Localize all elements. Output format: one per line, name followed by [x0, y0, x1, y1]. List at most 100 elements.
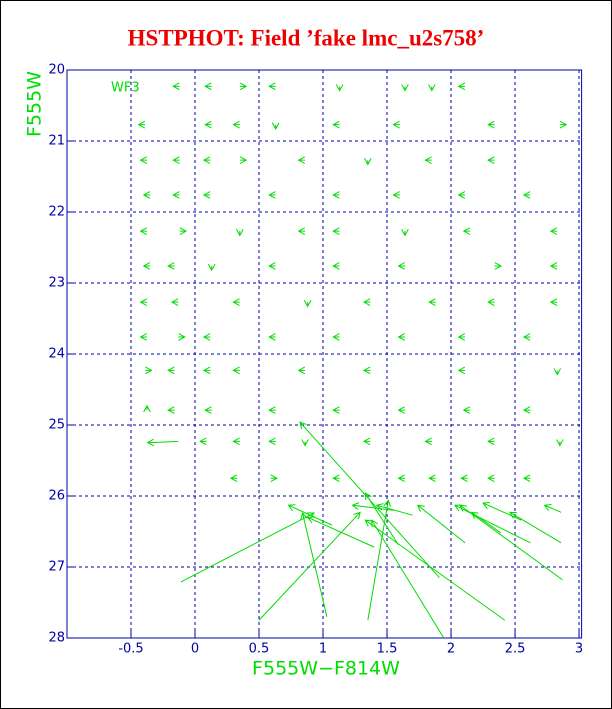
vector-arrow	[487, 437, 495, 446]
vector-arrow	[457, 366, 466, 375]
vector-arrow	[482, 502, 522, 521]
vector-arrow	[487, 298, 495, 306]
vector-arrow	[167, 262, 175, 270]
vector-arrow	[457, 82, 466, 91]
vector-arrow	[522, 474, 531, 483]
vector-arrow	[137, 120, 146, 129]
vector-arrow	[229, 474, 238, 483]
vector-arrow	[268, 333, 276, 341]
vector-arrow	[236, 229, 244, 237]
plot-frame	[66, 69, 583, 639]
vector-arrow	[146, 438, 179, 447]
vector-arrow	[453, 504, 531, 544]
vector-arrow	[301, 439, 309, 447]
vector-arrow	[204, 82, 212, 91]
vector-arrow	[392, 120, 400, 129]
vector-arrow	[268, 191, 276, 199]
y-tick-label: 27	[48, 560, 65, 575]
vector-arrow	[460, 474, 468, 483]
vector-arrow	[428, 298, 436, 306]
vector-arrow	[397, 262, 405, 270]
annotation: WF3	[111, 81, 140, 96]
vector-arrow	[139, 227, 148, 235]
vector-arrow	[172, 156, 180, 164]
vector-arrow	[428, 474, 436, 483]
vector-arrow	[549, 262, 558, 270]
y-tick-label: 28	[48, 631, 65, 646]
x-tick-label: 2.5	[505, 642, 526, 657]
x-tick-label: -0.5	[118, 642, 143, 657]
vector-arrow	[470, 511, 502, 534]
vector-arrow	[268, 437, 276, 446]
vector-arrow	[332, 120, 340, 129]
vector-arrow	[556, 439, 564, 447]
vector-arrow	[392, 191, 400, 199]
vector-arrow	[375, 503, 413, 516]
vector-arrow	[300, 512, 328, 617]
vector-arrow	[362, 298, 371, 306]
vector-arrow	[232, 366, 240, 375]
vector-arrow	[204, 120, 212, 129]
x-tick-label: 0.5	[249, 642, 270, 657]
vector-arrow	[258, 511, 361, 621]
vector-arrow	[522, 406, 531, 414]
vector-arrow	[522, 333, 531, 341]
vector-arrow	[142, 191, 151, 199]
vector-arrow	[522, 191, 531, 199]
vector-arrow	[207, 263, 216, 272]
vector-arrow	[139, 156, 148, 164]
vector-arrow	[167, 406, 175, 414]
vector-arrow	[139, 298, 148, 306]
y-tick-label: 22	[48, 205, 65, 220]
vector-arrow	[172, 82, 180, 91]
y-tick-label: 21	[48, 134, 65, 149]
vector-arrow	[549, 227, 558, 235]
vector-arrow	[487, 156, 495, 164]
vector-arrow	[297, 156, 306, 164]
vector-arrow	[367, 499, 392, 621]
vector-arrow	[179, 227, 188, 235]
y-tick-label: 25	[48, 418, 65, 433]
vector-arrow	[364, 492, 399, 546]
vector-arrow	[232, 298, 240, 306]
vector-arrow	[239, 156, 248, 164]
vector-arrow	[143, 404, 151, 413]
vector-arrow	[424, 437, 432, 446]
x-tick-label: 2	[447, 642, 455, 657]
vector-arrow	[416, 504, 466, 544]
vector-arrow	[332, 333, 340, 341]
vector-arrow	[462, 406, 471, 414]
vector-arrow	[167, 366, 175, 375]
vector-arrow	[204, 406, 212, 414]
y-tick-label: 20	[48, 63, 65, 78]
vector-arrow	[170, 298, 179, 306]
vector-arrow	[462, 227, 471, 235]
vector-arrow	[332, 262, 340, 270]
y-tick-label: 24	[48, 347, 65, 362]
vector-arrow	[397, 474, 405, 483]
vector-arrow	[297, 366, 306, 375]
vector-arrow	[543, 504, 562, 513]
vector-arrow	[303, 300, 312, 308]
vector-arrow	[397, 406, 405, 414]
vector-arrow	[239, 82, 248, 91]
vector-arrow	[268, 262, 276, 270]
x-tick-label: 0	[191, 642, 199, 657]
vector-arrow	[457, 191, 466, 199]
vector-arrow	[202, 191, 211, 199]
vector-arrow	[178, 333, 186, 341]
vector-arrow	[268, 406, 276, 414]
vector-arrow	[428, 84, 436, 92]
vector-arrow	[142, 262, 151, 270]
y-tick-label: 23	[48, 276, 65, 291]
vector-arrow	[202, 156, 211, 164]
vector-arrow	[332, 227, 340, 235]
vector-arrow	[202, 366, 211, 375]
vector-arrow	[199, 437, 207, 446]
vector-arrow	[362, 437, 371, 446]
vector-arrow	[335, 84, 344, 92]
vector-arrow	[364, 158, 372, 166]
vector-arrow	[271, 122, 280, 130]
